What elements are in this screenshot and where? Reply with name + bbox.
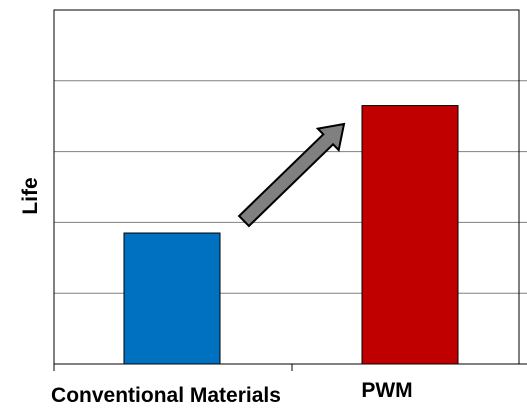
- bar-pwm: [361, 105, 459, 365]
- x-tick-label: Conventional Materials: [51, 384, 281, 407]
- x-tick-labels: Conventional Materials PWM: [51, 379, 413, 407]
- bars: [123, 105, 459, 365]
- arrow-shape: [237, 122, 346, 228]
- improvement-arrow-icon: [237, 122, 346, 228]
- x-tick-label: PWM: [361, 379, 412, 402]
- y-axis-label: Life: [19, 177, 42, 214]
- x-axis: [53, 363, 527, 371]
- bar-conventional-materials: [123, 232, 221, 365]
